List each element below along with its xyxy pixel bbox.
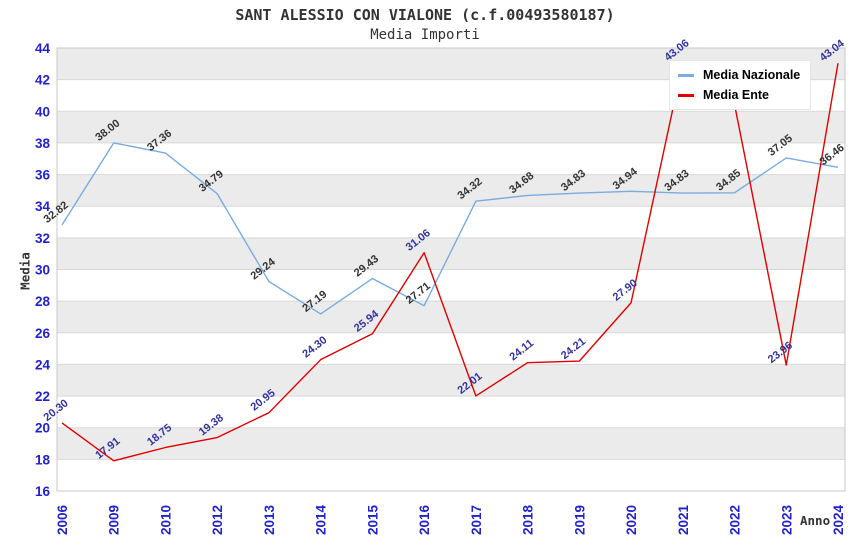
x-tick-label: 2021 xyxy=(676,504,691,535)
x-tick-label: 2018 xyxy=(521,504,536,535)
y-tick-label: 28 xyxy=(35,294,51,309)
x-tick-label: 2012 xyxy=(210,505,225,535)
x-tick-label: 2024 xyxy=(831,504,846,535)
plot-band xyxy=(57,174,845,207)
y-tick-label: 32 xyxy=(35,231,50,246)
y-tick-label: 36 xyxy=(35,168,51,183)
x-tick-label: 2014 xyxy=(314,504,329,535)
plot-band xyxy=(57,332,845,365)
plot-band xyxy=(57,427,845,460)
x-tick-label: 2009 xyxy=(107,505,122,535)
y-tick-label: 20 xyxy=(35,421,50,436)
chart-legend: Media Nazionale Media Ente xyxy=(669,60,811,110)
x-tick-label: 2019 xyxy=(572,505,587,535)
legend-item-media-nazionale: Media Nazionale xyxy=(678,68,802,82)
y-tick-label: 42 xyxy=(35,73,50,88)
y-tick-label: 44 xyxy=(35,41,51,56)
y-tick-label: 30 xyxy=(35,263,50,278)
x-tick-label: 2020 xyxy=(624,505,639,535)
chart-title: SANT ALESSIO CON VIALONE (c.f.0049358018… xyxy=(235,6,615,24)
y-tick-label: 34 xyxy=(35,199,51,214)
y-tick-label: 40 xyxy=(35,104,50,119)
x-tick-label: 2017 xyxy=(469,505,484,535)
y-tick-label: 18 xyxy=(35,452,51,467)
x-tick-label: 2013 xyxy=(262,504,277,535)
series-line-media-nazionale xyxy=(61,142,839,315)
x-tick-label: 2010 xyxy=(158,505,173,535)
y-tick-label: 26 xyxy=(35,326,51,341)
legend-swatch-media-ente-icon xyxy=(678,93,694,97)
y-tick-label: 16 xyxy=(35,484,51,499)
plot-band xyxy=(57,459,845,491)
plot-band xyxy=(57,364,845,397)
x-tick-label: 2023 xyxy=(779,504,794,535)
y-tick-label: 24 xyxy=(35,357,51,372)
plot-border xyxy=(56,47,846,492)
x-tick-label: 2015 xyxy=(365,504,380,535)
legend-swatch-media-nazionale-icon xyxy=(678,73,694,77)
y-tick-label: 38 xyxy=(35,136,51,151)
plot-band xyxy=(57,142,845,175)
legend-label-media-nazionale: Media Nazionale xyxy=(703,68,801,82)
x-tick-label: 2016 xyxy=(417,504,432,535)
plot-band xyxy=(57,396,845,428)
plot-band xyxy=(57,111,845,143)
plot-band xyxy=(57,206,845,238)
x-tick-label: 2006 xyxy=(55,504,70,535)
y-axis-title: Media xyxy=(17,252,33,290)
legend-label-media-ente: Media Ente xyxy=(703,88,769,102)
x-axis-title: Anno xyxy=(800,513,831,528)
legend-item-media-ente: Media Ente xyxy=(678,88,802,102)
plot-band xyxy=(57,269,845,302)
x-tick-label: 2022 xyxy=(728,505,743,535)
y-tick-label: 22 xyxy=(35,389,50,404)
chart-subtitle: Media Importi xyxy=(370,27,480,43)
plot-band xyxy=(57,237,845,270)
